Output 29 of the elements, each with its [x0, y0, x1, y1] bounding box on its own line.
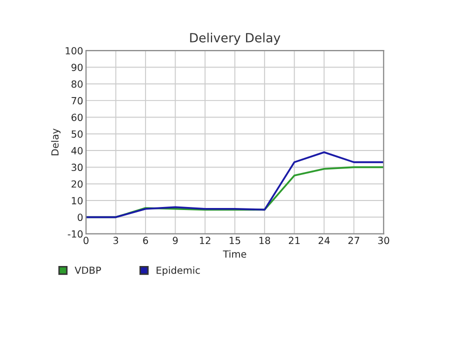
y-tick-label: 90	[71, 64, 83, 72]
legend-label: VDBP	[74, 266, 101, 274]
legend-label: Epidemic	[156, 266, 200, 276]
x-tick-label: 30	[378, 236, 390, 244]
y-tick-label: 70	[72, 97, 83, 104]
y-tick-label: 20	[72, 180, 83, 188]
x-tick-label: 6	[143, 236, 148, 244]
x-tick-label: 3	[113, 236, 118, 244]
y-tick-label: 60	[72, 114, 83, 122]
y-axis-title: Delay	[51, 128, 61, 156]
x-tick-label: 15	[230, 236, 240, 244]
y-tick-label: 10	[72, 196, 83, 204]
y-tick-label: 80	[72, 80, 83, 88]
y-tick-label: 40	[71, 147, 83, 154]
y-tick-label: 50	[72, 130, 83, 138]
x-tick-label: 18	[259, 236, 270, 244]
y-tick-label: -10	[68, 230, 83, 238]
x-tick-label: 9	[172, 236, 178, 244]
x-axis-title: Time	[222, 250, 246, 258]
x-tick-label: 12	[200, 236, 210, 244]
x-tick-label: 21	[288, 236, 300, 244]
x-tick-label: 27	[348, 236, 360, 244]
x-tick-label: 0	[84, 236, 88, 244]
y-tick-label: 30	[72, 164, 83, 172]
x-tick-label: 24	[318, 236, 330, 244]
y-tick-label: 100	[66, 47, 83, 54]
line-series	[86, 151, 384, 218]
y-tick-label: 0	[78, 214, 83, 222]
chart-title: Delivery Delay	[190, 32, 280, 45]
